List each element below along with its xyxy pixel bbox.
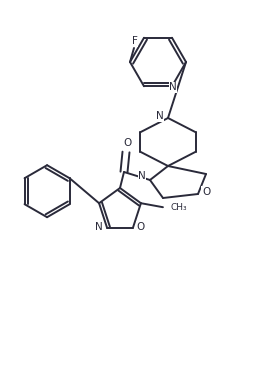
Text: N: N <box>95 222 103 232</box>
Text: O: O <box>202 187 210 197</box>
Text: N: N <box>156 111 164 121</box>
Text: N: N <box>138 171 146 181</box>
Text: O: O <box>123 138 131 148</box>
Text: O: O <box>137 222 145 232</box>
Text: F: F <box>132 36 138 46</box>
Text: N: N <box>169 82 177 92</box>
Text: CH₃: CH₃ <box>171 203 188 212</box>
